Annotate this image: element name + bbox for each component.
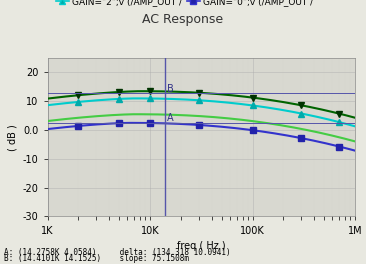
- Text: B: B: [167, 84, 174, 94]
- Legend: GAIN="3";v (/AMP_OUT /, GAIN="2";v (/AMP_OUT /, GAIN="1";v (/AMP_OUT /, GAIN="0": GAIN="3";v (/AMP_OUT /, GAIN="2";v (/AMP…: [52, 0, 317, 10]
- Text: AC Response: AC Response: [142, 13, 224, 26]
- Text: A: (14.2758K 4.0584)     delta: (134.318 10.0941): A: (14.2758K 4.0584) delta: (134.318 10.…: [4, 248, 230, 257]
- Text: A: A: [167, 114, 174, 124]
- Text: B: (14.4101K 14.1525)    slope: 75.1508m: B: (14.4101K 14.1525) slope: 75.1508m: [4, 254, 188, 263]
- X-axis label: freq ( Hz ): freq ( Hz ): [177, 241, 225, 251]
- Y-axis label: ( dB ): ( dB ): [7, 124, 17, 151]
